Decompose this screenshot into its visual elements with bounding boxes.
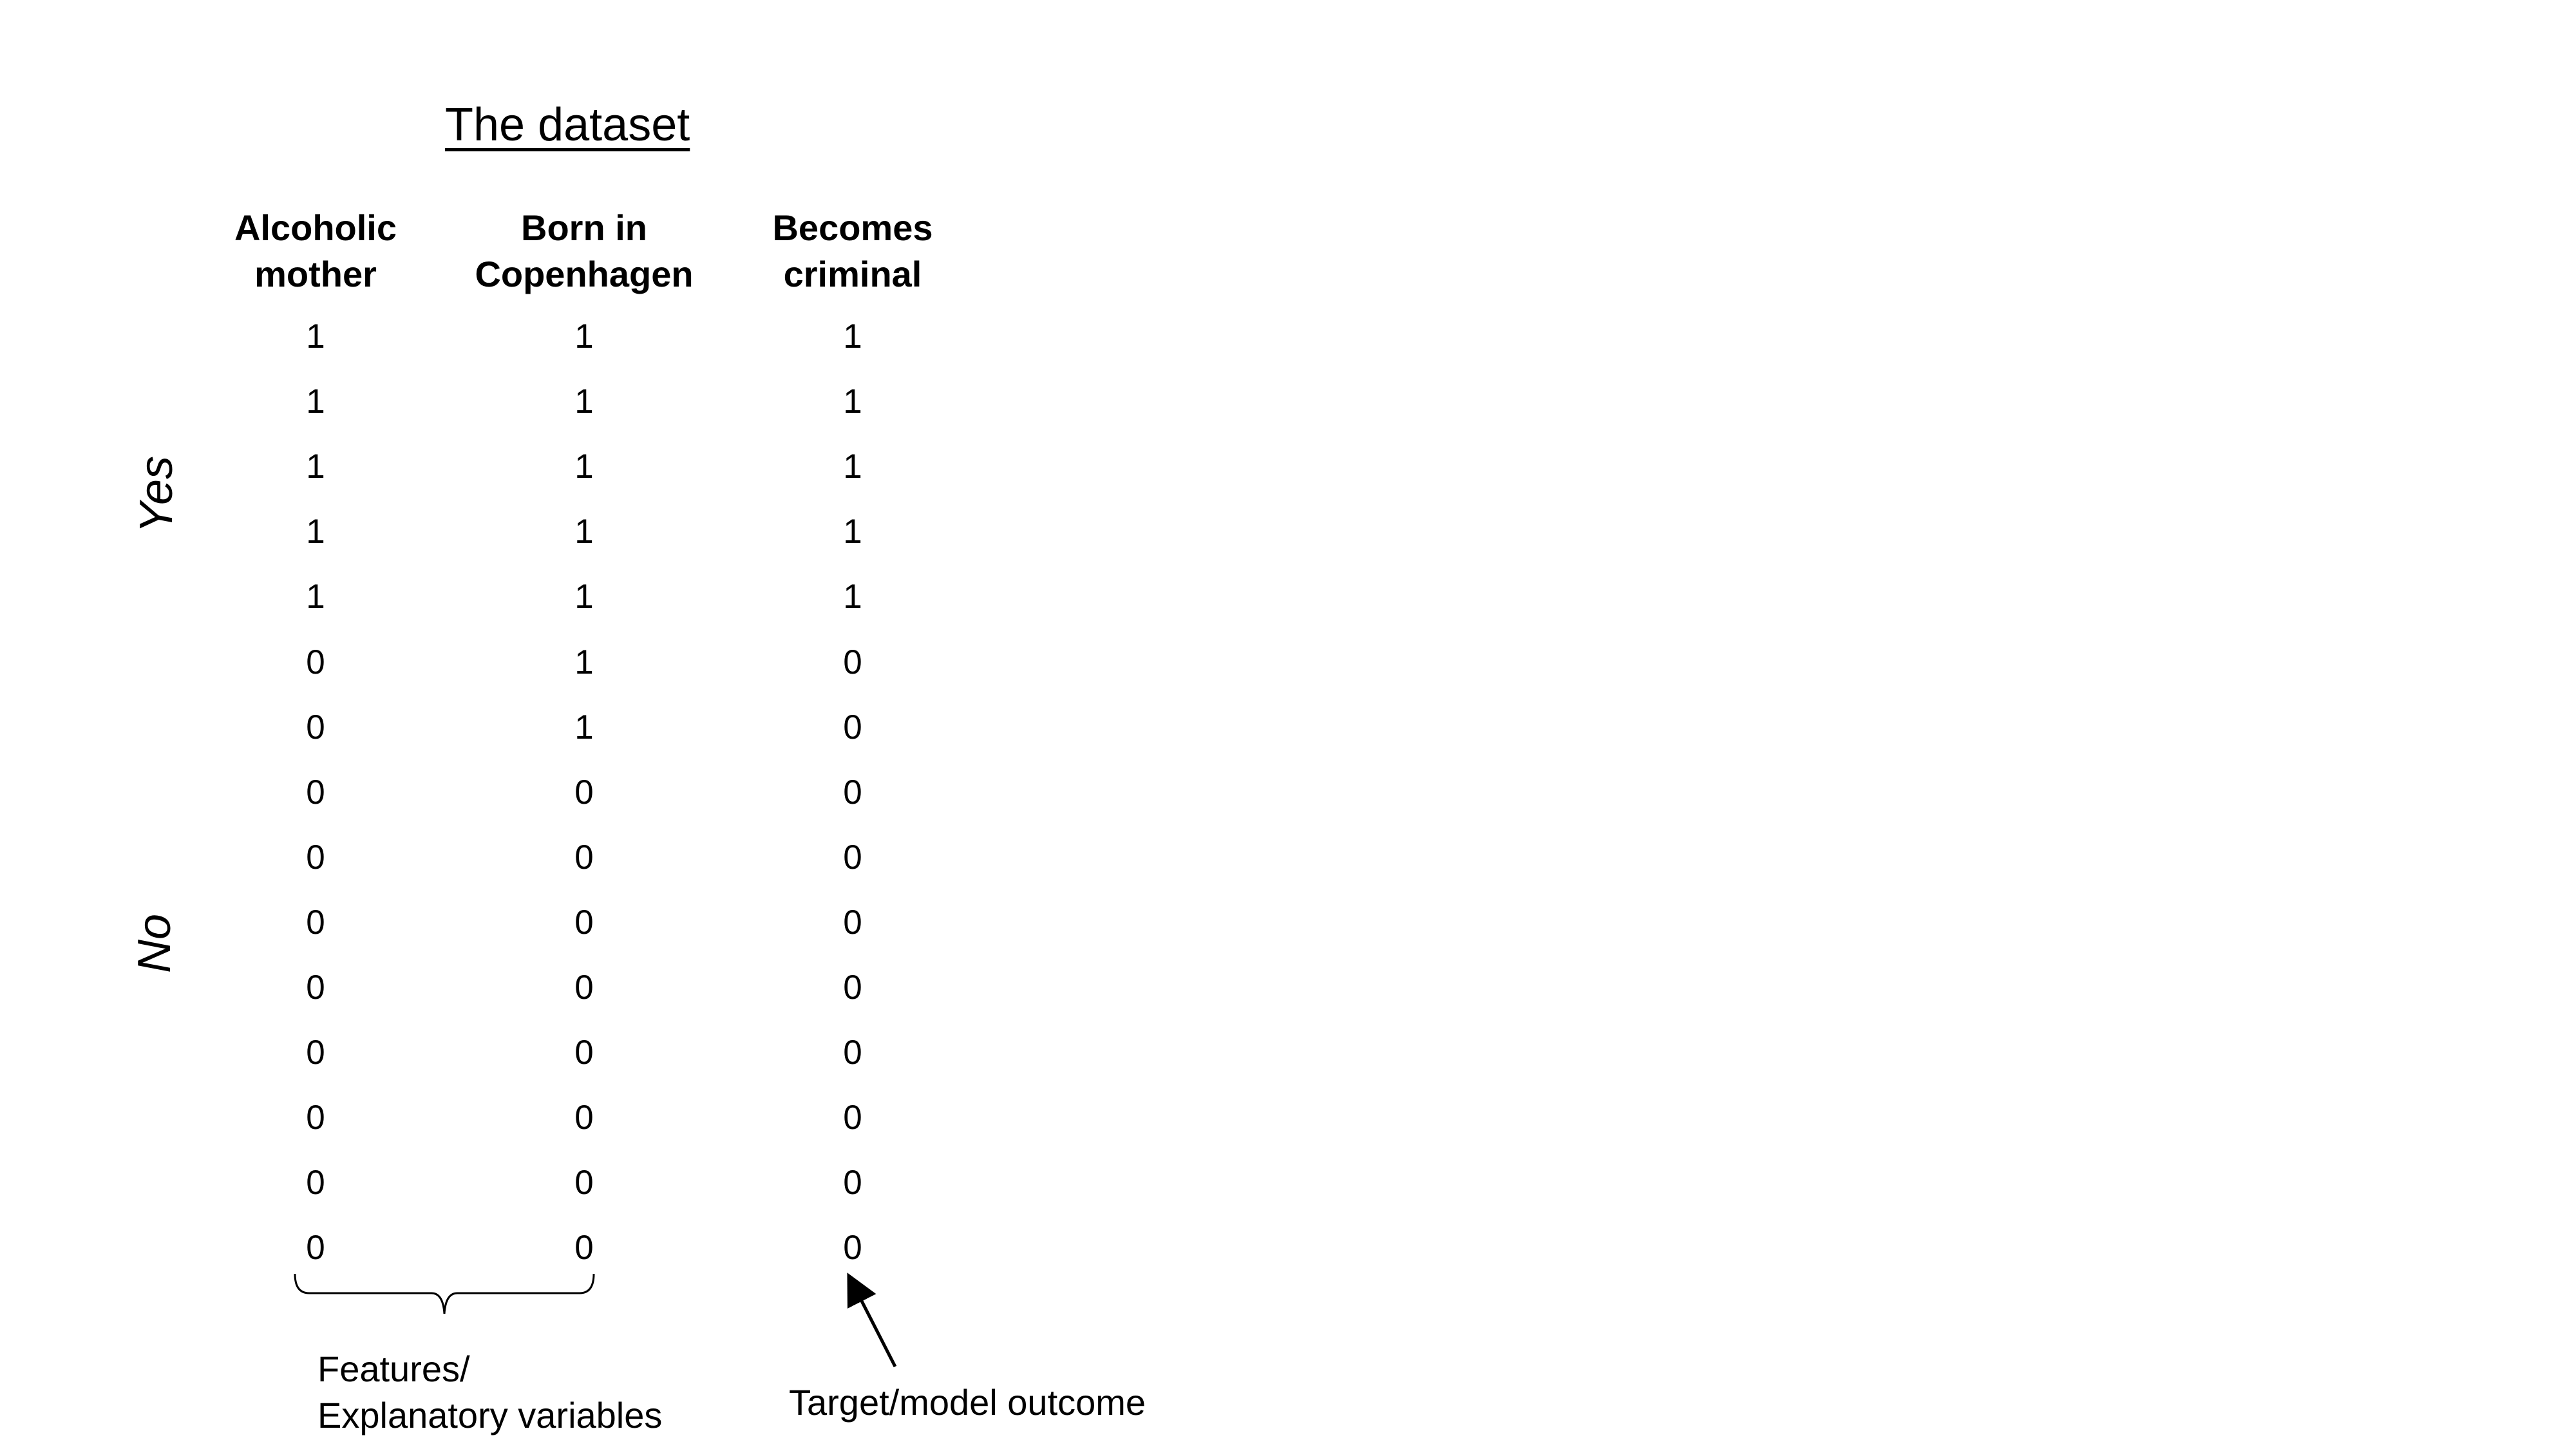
table-cell-alcoholic-mother: 0 bbox=[306, 838, 325, 876]
table-cell-becomes-criminal: 1 bbox=[843, 317, 862, 355]
group-label-yes: Yes bbox=[131, 455, 182, 534]
table-cell-becomes-criminal: 0 bbox=[843, 1164, 862, 1202]
table-cell-born-in-copenhagen: 0 bbox=[574, 838, 594, 876]
table-cell-becomes-criminal: 1 bbox=[843, 578, 862, 616]
table-cell-becomes-criminal: 0 bbox=[843, 1229, 862, 1267]
column-header-line: criminal bbox=[783, 254, 922, 294]
table-cell-alcoholic-mother: 1 bbox=[306, 448, 325, 486]
group-label-no: No bbox=[129, 913, 180, 974]
target-arrow bbox=[847, 1273, 897, 1368]
table-cell-alcoholic-mother: 0 bbox=[306, 1164, 325, 1202]
column-header-line: Alcoholic bbox=[234, 207, 397, 248]
table-cell-becomes-criminal: 1 bbox=[843, 383, 862, 421]
column-header-line: mother bbox=[254, 254, 377, 294]
table-cell-born-in-copenhagen: 1 bbox=[574, 317, 594, 355]
column-header-born-in-copenhagen: Born in Copenhagen bbox=[449, 205, 719, 298]
table-cell-alcoholic-mother: 0 bbox=[306, 708, 325, 746]
table-cell-alcoholic-mother: 0 bbox=[306, 643, 325, 681]
column-header-alcoholic-mother: Alcoholic mother bbox=[180, 205, 451, 298]
table-cell-becomes-criminal: 0 bbox=[843, 838, 862, 876]
table-cell-alcoholic-mother: 1 bbox=[306, 317, 325, 355]
column-header-line: Born in bbox=[521, 207, 647, 248]
table-cell-born-in-copenhagen: 1 bbox=[574, 643, 594, 681]
table-cell-born-in-copenhagen: 1 bbox=[574, 448, 594, 486]
features-annotation: Features/ Explanatory variables bbox=[317, 1346, 662, 1439]
table-cell-becomes-criminal: 0 bbox=[843, 708, 862, 746]
table-cell-born-in-copenhagen: 0 bbox=[574, 773, 594, 811]
table-cell-becomes-criminal: 1 bbox=[843, 513, 862, 551]
table-cell-becomes-criminal: 0 bbox=[843, 903, 862, 942]
table-cell-becomes-criminal: 0 bbox=[843, 773, 862, 811]
features-annotation-line: Explanatory variables bbox=[317, 1395, 663, 1435]
table-cell-becomes-criminal: 1 bbox=[843, 448, 862, 486]
table-cell-alcoholic-mother: 0 bbox=[306, 1034, 325, 1072]
table-cell-alcoholic-mother: 1 bbox=[306, 383, 325, 421]
table-cell-born-in-copenhagen: 0 bbox=[574, 1034, 594, 1072]
table-cell-born-in-copenhagen: 0 bbox=[574, 969, 594, 1007]
table-cell-born-in-copenhagen: 1 bbox=[574, 578, 594, 616]
table-cell-becomes-criminal: 0 bbox=[843, 1099, 862, 1137]
table-cell-born-in-copenhagen: 1 bbox=[574, 708, 594, 746]
column-header-becomes-criminal: Becomes criminal bbox=[717, 205, 988, 298]
slide-title: The dataset bbox=[445, 99, 690, 151]
column-header-line: Copenhagen bbox=[475, 254, 694, 294]
table-cell-born-in-copenhagen: 0 bbox=[574, 1229, 594, 1267]
table-cell-alcoholic-mother: 1 bbox=[306, 513, 325, 551]
table-cell-born-in-copenhagen: 0 bbox=[574, 1164, 594, 1202]
column-header-line: Becomes bbox=[772, 207, 933, 248]
table-cell-alcoholic-mother: 0 bbox=[306, 1099, 325, 1137]
table-cell-alcoholic-mother: 0 bbox=[306, 969, 325, 1007]
target-annotation: Target/model outcome bbox=[789, 1382, 1146, 1423]
table-cell-born-in-copenhagen: 1 bbox=[574, 513, 594, 551]
table-cell-born-in-copenhagen: 1 bbox=[574, 383, 594, 421]
table-cell-alcoholic-mother: 0 bbox=[306, 1229, 325, 1267]
features-annotation-line: Features/ bbox=[317, 1349, 470, 1389]
table-cell-becomes-criminal: 0 bbox=[843, 643, 862, 681]
table-cell-becomes-criminal: 0 bbox=[843, 969, 862, 1007]
table-cell-alcoholic-mother: 0 bbox=[306, 773, 325, 811]
table-cell-alcoholic-mother: 1 bbox=[306, 578, 325, 616]
table-cell-born-in-copenhagen: 0 bbox=[574, 1099, 594, 1137]
table-cell-becomes-criminal: 0 bbox=[843, 1034, 862, 1072]
table-cell-born-in-copenhagen: 0 bbox=[574, 903, 594, 942]
table-cell-alcoholic-mother: 0 bbox=[306, 903, 325, 942]
features-brace bbox=[294, 1273, 595, 1314]
